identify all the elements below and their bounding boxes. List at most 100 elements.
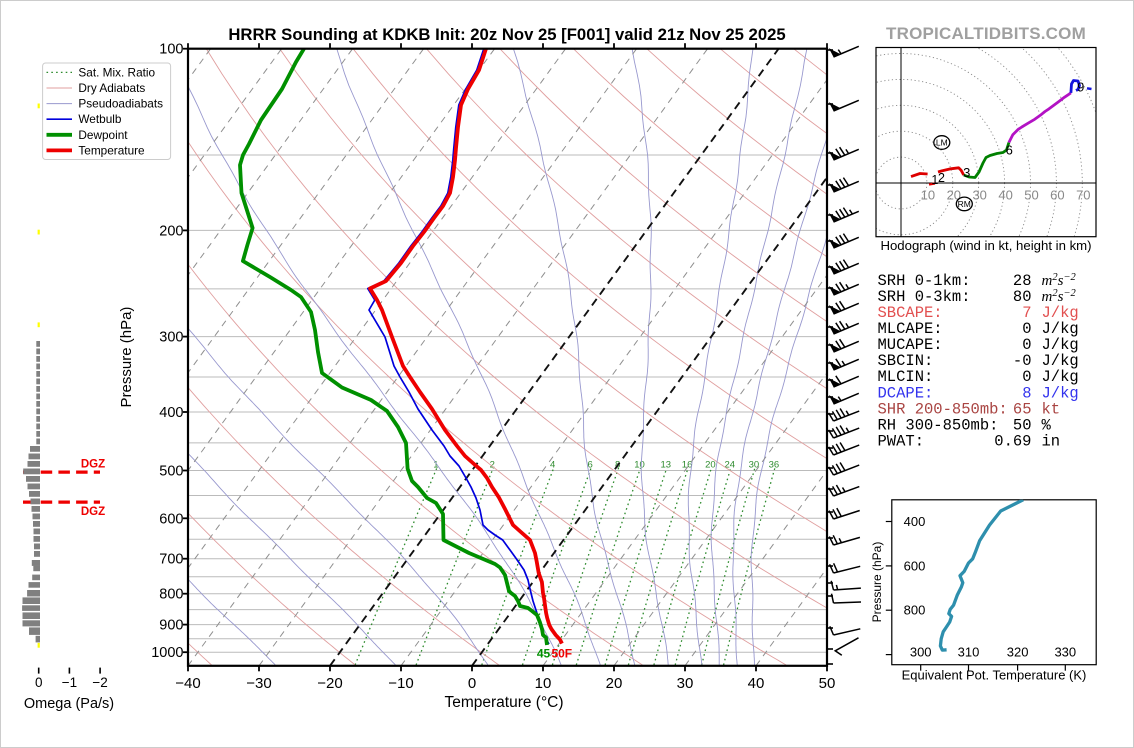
svg-text:Wetbulb: Wetbulb — [78, 112, 122, 126]
svg-text:2: 2 — [938, 171, 945, 185]
svg-text:%: % — [1042, 416, 1052, 434]
svg-text:MUCAPE:: MUCAPE: — [878, 336, 943, 354]
svg-text:16: 16 — [682, 460, 693, 471]
svg-text:J/kg: J/kg — [1042, 336, 1079, 354]
svg-text:20: 20 — [705, 460, 716, 471]
svg-text:Pseudoadiabats: Pseudoadiabats — [78, 97, 163, 111]
svg-text:10: 10 — [535, 675, 552, 692]
svg-text:65: 65 — [1013, 400, 1032, 418]
svg-text:330: 330 — [1054, 645, 1076, 660]
svg-text:24: 24 — [725, 460, 736, 471]
svg-text:40: 40 — [998, 188, 1012, 203]
svg-text:Omega (Pa/s): Omega (Pa/s) — [24, 696, 114, 712]
svg-text:9: 9 — [1077, 80, 1084, 95]
svg-text:Dewpoint: Dewpoint — [78, 128, 128, 142]
svg-text:45: 45 — [537, 647, 551, 661]
svg-text:6: 6 — [1006, 143, 1013, 158]
svg-text:310: 310 — [958, 645, 980, 660]
svg-text:-0: -0 — [1013, 352, 1032, 370]
svg-text:Pressure (hPa): Pressure (hPa) — [118, 307, 135, 408]
svg-text:200: 200 — [159, 223, 183, 239]
svg-text:1: 1 — [433, 460, 438, 471]
svg-text:Temperature (°C): Temperature (°C) — [444, 694, 563, 711]
svg-text:50F: 50F — [551, 647, 572, 661]
svg-text:2: 2 — [490, 460, 495, 471]
svg-text:300: 300 — [159, 330, 183, 346]
svg-text:80: 80 — [1013, 288, 1032, 306]
svg-text:20: 20 — [947, 188, 961, 203]
svg-text:50: 50 — [1024, 188, 1038, 203]
svg-text:J/kg: J/kg — [1042, 320, 1079, 338]
svg-text:300: 300 — [910, 645, 932, 660]
svg-text:MLCIN:: MLCIN: — [878, 368, 934, 386]
svg-text:8: 8 — [1022, 384, 1031, 402]
svg-text:SBCIN:: SBCIN: — [878, 352, 934, 370]
svg-text:in: in — [1042, 432, 1061, 450]
svg-text:PWAT:: PWAT: — [878, 432, 925, 450]
svg-text:30: 30 — [749, 460, 760, 471]
svg-text:30: 30 — [677, 675, 694, 692]
svg-text:−40: −40 — [175, 675, 200, 692]
svg-text:800: 800 — [904, 603, 926, 618]
svg-text:10: 10 — [634, 460, 645, 471]
svg-text:0: 0 — [1022, 320, 1031, 338]
svg-text:SHR 200-850mb:: SHR 200-850mb: — [878, 400, 1008, 418]
svg-text:100: 100 — [159, 42, 183, 58]
svg-text:13: 13 — [661, 460, 672, 471]
svg-text:600: 600 — [904, 558, 926, 573]
svg-text:7: 7 — [1022, 304, 1031, 322]
svg-text:SBCAPE:: SBCAPE: — [878, 304, 943, 322]
svg-text:60: 60 — [1050, 188, 1064, 203]
svg-text:Hodograph (wind in kt, height: Hodograph (wind in kt, height in km) — [880, 238, 1091, 253]
svg-text:J/kg: J/kg — [1042, 384, 1079, 402]
svg-text:3: 3 — [963, 165, 970, 180]
svg-text:40: 40 — [748, 675, 765, 692]
svg-text:−20: −20 — [317, 675, 342, 692]
svg-text:400: 400 — [159, 405, 183, 421]
svg-text:0: 0 — [1022, 368, 1031, 386]
svg-text:Dry Adiabats: Dry Adiabats — [78, 81, 145, 95]
svg-text:400: 400 — [904, 514, 926, 529]
svg-text:RM: RM — [958, 199, 971, 209]
svg-text:900: 900 — [159, 618, 183, 634]
svg-text:28: 28 — [1013, 272, 1032, 290]
svg-text:Equivalent Pot. Temperature (K: Equivalent Pot. Temperature (K) — [902, 668, 1087, 683]
svg-text:TROPICALTIDBITS.COM: TROPICALTIDBITS.COM — [886, 24, 1086, 43]
svg-text:4: 4 — [550, 460, 555, 471]
svg-text:500: 500 — [159, 464, 183, 480]
svg-text:70: 70 — [1076, 188, 1090, 203]
svg-text:36: 36 — [769, 460, 780, 471]
svg-text:HRRR Sounding at KDKB Init: 20: HRRR Sounding at KDKB Init: 20z Nov 25 [… — [228, 25, 785, 44]
svg-text:0: 0 — [468, 675, 476, 692]
svg-text:0.69: 0.69 — [994, 432, 1031, 450]
svg-text:Pressure (hPa): Pressure (hPa) — [870, 542, 884, 623]
svg-text:−10: −10 — [388, 675, 413, 692]
svg-text:kt: kt — [1042, 400, 1061, 418]
svg-text:50: 50 — [819, 675, 836, 692]
svg-text:SRH 0-1km:: SRH 0-1km: — [878, 272, 971, 290]
svg-text:−30: −30 — [246, 675, 271, 692]
svg-text:DCAPE:: DCAPE: — [878, 384, 934, 402]
svg-text:−1: −1 — [62, 675, 77, 690]
svg-text:SRH 0-3km:: SRH 0-3km: — [878, 288, 971, 306]
svg-text:800: 800 — [159, 587, 183, 603]
svg-text:J/kg: J/kg — [1042, 352, 1079, 370]
svg-text:320: 320 — [1007, 645, 1029, 660]
svg-text:LM: LM — [936, 138, 948, 148]
svg-text:10: 10 — [921, 188, 935, 203]
svg-text:J/kg: J/kg — [1042, 304, 1079, 322]
svg-text:Sat. Mix. Ratio: Sat. Mix. Ratio — [78, 65, 155, 79]
svg-text:6: 6 — [587, 460, 592, 471]
svg-text:−2: −2 — [92, 675, 107, 690]
svg-text:20: 20 — [606, 675, 623, 692]
svg-text:50: 50 — [1013, 416, 1032, 434]
svg-text:Temperature: Temperature — [78, 143, 145, 157]
svg-text:MLCAPE:: MLCAPE: — [878, 320, 943, 338]
svg-text:700: 700 — [159, 552, 183, 568]
svg-text:1000: 1000 — [151, 645, 183, 661]
svg-text:J/kg: J/kg — [1042, 368, 1079, 386]
svg-text:RH 300-850mb:: RH 300-850mb: — [878, 416, 999, 434]
svg-text:1: 1 — [931, 173, 938, 187]
svg-text:0: 0 — [35, 675, 43, 690]
svg-text:DGZ: DGZ — [81, 458, 105, 470]
